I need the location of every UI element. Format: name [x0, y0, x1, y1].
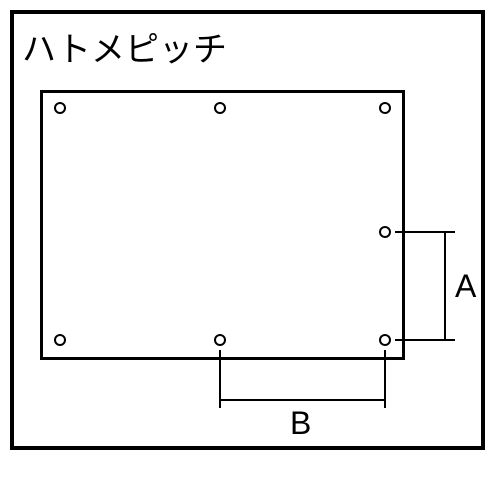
grommet: [379, 226, 391, 238]
dim-a-line: [444, 232, 446, 340]
dim-a-label: A: [455, 268, 476, 305]
dim-b-line: [220, 399, 385, 401]
dim-b-tick-left: [219, 392, 221, 408]
dim-b-label: B: [290, 405, 311, 442]
grommet: [54, 334, 66, 346]
diagram-title: ハトメピッチ: [22, 22, 227, 71]
sheet-rect: [40, 90, 405, 360]
dim-a-tick-bottom: [437, 339, 453, 341]
grommet: [214, 334, 226, 346]
dim-a-tick-top: [437, 231, 453, 233]
grommet: [214, 102, 226, 114]
dim-b-tick-right: [384, 392, 386, 408]
grommet: [379, 102, 391, 114]
grommet: [379, 334, 391, 346]
grommet: [54, 102, 66, 114]
